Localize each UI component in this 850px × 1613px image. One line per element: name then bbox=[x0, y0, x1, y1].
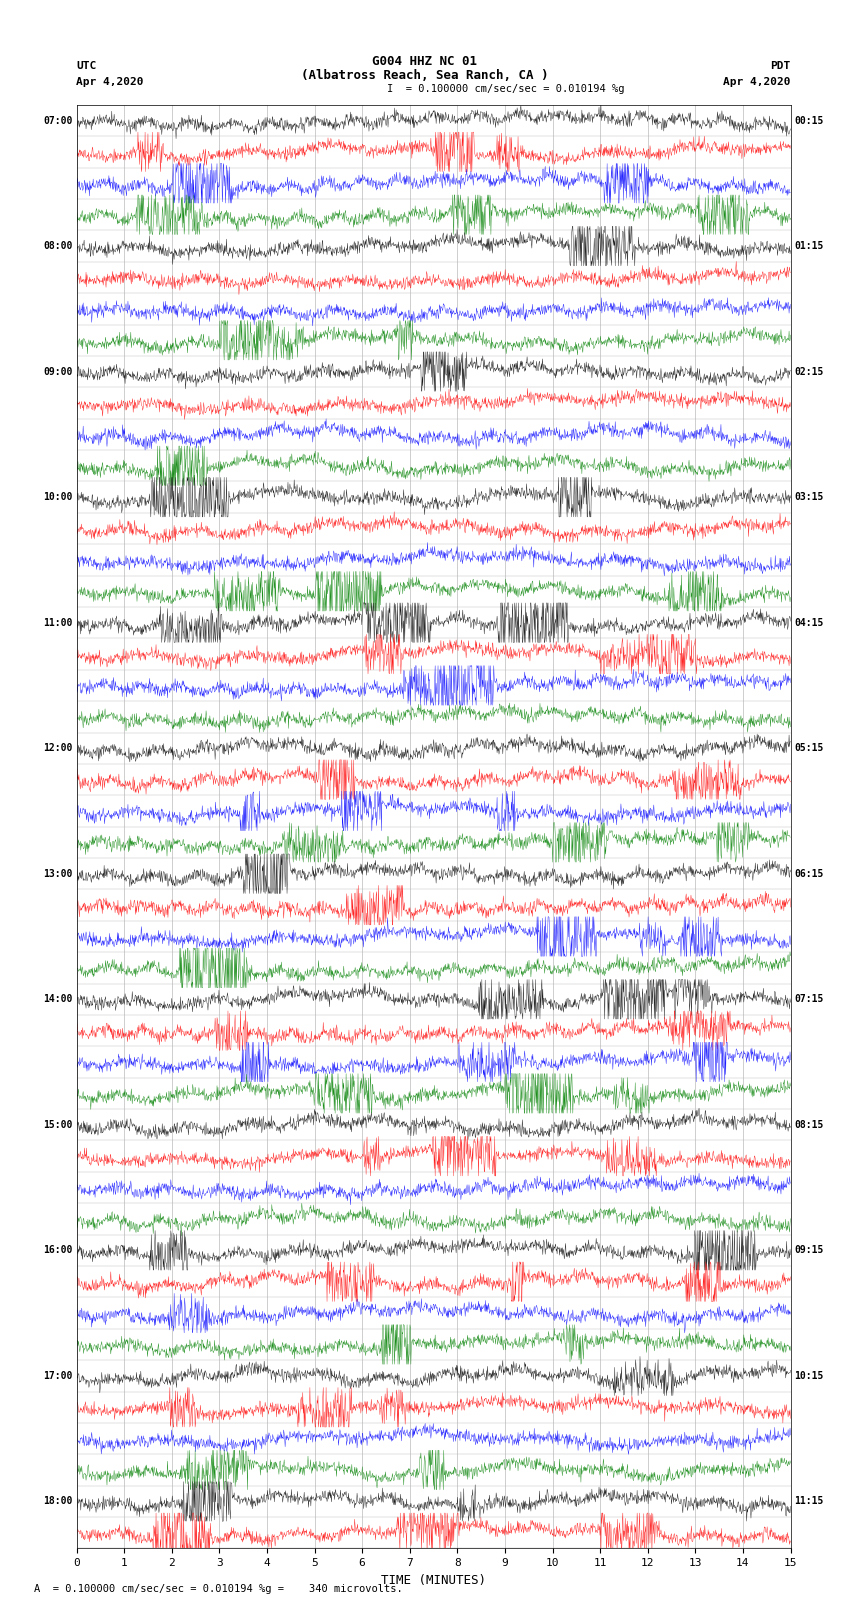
Text: 05:15: 05:15 bbox=[794, 744, 824, 753]
Text: 09:15: 09:15 bbox=[794, 1245, 824, 1255]
Text: Apr 4,2020: Apr 4,2020 bbox=[76, 77, 144, 87]
Text: PDT: PDT bbox=[770, 61, 790, 71]
Text: 08:15: 08:15 bbox=[794, 1119, 824, 1129]
Text: 18:00: 18:00 bbox=[43, 1497, 73, 1507]
Text: 03:15: 03:15 bbox=[794, 492, 824, 502]
Text: (Albatross Reach, Sea Ranch, CA ): (Albatross Reach, Sea Ranch, CA ) bbox=[301, 69, 549, 82]
Text: 02:15: 02:15 bbox=[794, 366, 824, 376]
Text: G004 HHZ NC 01: G004 HHZ NC 01 bbox=[372, 55, 478, 68]
Text: 10:15: 10:15 bbox=[794, 1371, 824, 1381]
Text: 13:00: 13:00 bbox=[43, 869, 73, 879]
Text: 12:00: 12:00 bbox=[43, 744, 73, 753]
Text: 07:15: 07:15 bbox=[794, 994, 824, 1005]
Text: 06:15: 06:15 bbox=[794, 869, 824, 879]
Text: I  = 0.100000 cm/sec/sec = 0.010194 %g: I = 0.100000 cm/sec/sec = 0.010194 %g bbox=[387, 84, 624, 94]
Text: 09:00: 09:00 bbox=[43, 366, 73, 376]
Text: 16:00: 16:00 bbox=[43, 1245, 73, 1255]
Text: 01:15: 01:15 bbox=[794, 240, 824, 252]
Text: 14:00: 14:00 bbox=[43, 994, 73, 1005]
Text: 17:00: 17:00 bbox=[43, 1371, 73, 1381]
Text: UTC: UTC bbox=[76, 61, 97, 71]
Text: Apr 4,2020: Apr 4,2020 bbox=[723, 77, 791, 87]
X-axis label: TIME (MINUTES): TIME (MINUTES) bbox=[381, 1574, 486, 1587]
Text: 11:15: 11:15 bbox=[794, 1497, 824, 1507]
Text: A  = 0.100000 cm/sec/sec = 0.010194 %g =    340 microvolts.: A = 0.100000 cm/sec/sec = 0.010194 %g = … bbox=[34, 1584, 403, 1594]
Text: 04:15: 04:15 bbox=[794, 618, 824, 627]
Text: 11:00: 11:00 bbox=[43, 618, 73, 627]
Text: 15:00: 15:00 bbox=[43, 1119, 73, 1129]
Text: 10:00: 10:00 bbox=[43, 492, 73, 502]
Text: 00:15: 00:15 bbox=[794, 116, 824, 126]
Text: 08:00: 08:00 bbox=[43, 240, 73, 252]
Text: 07:00: 07:00 bbox=[43, 116, 73, 126]
